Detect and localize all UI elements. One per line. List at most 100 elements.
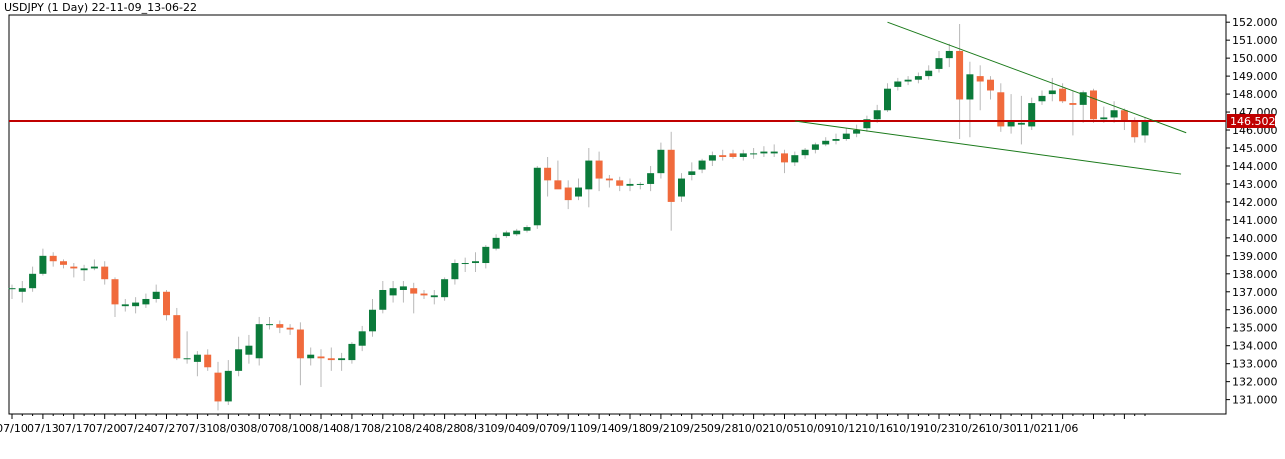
- candle-body-34: [358, 331, 366, 346]
- candle-body-102: [1059, 88, 1067, 102]
- candle-body-57: [595, 160, 603, 179]
- chart-title: USDJPY (1 Day) 22-11-09_13-06-22: [4, 1, 198, 14]
- y-tick-label-0: 131.000: [1232, 394, 1278, 407]
- candle-body-25: [266, 324, 273, 326]
- candle-body-17: [183, 358, 191, 360]
- candle-body-72: [750, 153, 758, 155]
- candle-body-15: [163, 291, 170, 316]
- x-tick-label-2: 07/17: [58, 422, 90, 435]
- candle-body-16: [173, 315, 181, 359]
- candle-body-92: [956, 50, 964, 100]
- trendline-1: [887, 21, 1187, 134]
- candle-body-69: [719, 155, 727, 157]
- x-tick-label-21: 09/21: [645, 422, 677, 435]
- candle-body-75: [781, 153, 788, 163]
- candle-body-51: [533, 167, 541, 226]
- candle-body-77: [801, 149, 809, 156]
- y-tick-label-17: 148.000: [1232, 88, 1278, 101]
- candle-body-53: [554, 180, 562, 190]
- x-tick-label-23: 09/28: [707, 422, 739, 435]
- candle-body-24: [255, 324, 263, 359]
- y-tick-label-20: 151.000: [1232, 34, 1278, 47]
- candle-body-40: [420, 293, 428, 296]
- candle-body-33: [348, 343, 356, 361]
- candle-body-9: [101, 266, 109, 280]
- candle-body-50: [523, 227, 531, 231]
- x-tick-label-0: 07/10: [0, 422, 28, 435]
- y-tick-label-21: 152.000: [1232, 16, 1278, 29]
- x-tick-label-28: 10/16: [861, 422, 893, 435]
- candle-body-60: [626, 183, 634, 186]
- x-tick-label-31: 10/26: [954, 422, 986, 435]
- x-tick-label-3: 07/20: [89, 422, 121, 435]
- x-tick-label-12: 08/21: [367, 422, 399, 435]
- level-label: 146.502: [1230, 115, 1276, 128]
- y-tick-label-13: 144.000: [1232, 160, 1278, 173]
- candle-body-54: [564, 187, 572, 201]
- candle-body-3: [39, 255, 47, 274]
- candle-body-22: [235, 349, 243, 371]
- candle-body-81: [842, 133, 850, 140]
- x-tick-label-11: 08/17: [336, 422, 368, 435]
- candle-body-55: [575, 187, 582, 197]
- y-tick-label-6: 137.000: [1232, 286, 1278, 299]
- level-label-box: [1227, 114, 1275, 129]
- candle-body-27: [286, 327, 294, 330]
- trendline-0: [794, 120, 1182, 175]
- x-tick-label-15: 08/31: [460, 422, 492, 435]
- candle-body-88: [914, 76, 922, 80]
- candle-body-105: [1090, 90, 1097, 120]
- candle-body-78: [811, 144, 819, 150]
- candle-body-68: [708, 155, 716, 161]
- x-tick-label-14: 08/28: [429, 422, 461, 435]
- candle-body-23: [245, 345, 253, 355]
- x-tick-label-7: 08/03: [212, 422, 244, 435]
- candle-body-104: [1079, 92, 1087, 105]
- candle-body-29: [307, 354, 315, 359]
- candle-body-19: [204, 354, 212, 368]
- x-tick-label-24: 10/02: [738, 422, 770, 435]
- candle-body-110: [1141, 121, 1149, 136]
- candle-body-107: [1110, 110, 1118, 118]
- candle-body-26: [276, 324, 284, 328]
- x-tick-label-30: 10/23: [923, 422, 955, 435]
- candle-body-82: [853, 130, 861, 134]
- candle-body-35: [369, 309, 376, 332]
- candle-body-36: [379, 289, 387, 310]
- y-tick-label-9: 140.000: [1232, 232, 1278, 245]
- y-tick-label-10: 141.000: [1232, 214, 1278, 227]
- candle-body-30: [317, 356, 325, 359]
- candle-body-66: [688, 171, 696, 175]
- x-tick-label-1: 07/13: [27, 422, 59, 435]
- candle-body-47: [492, 237, 500, 249]
- y-tick-label-12: 143.000: [1232, 178, 1278, 191]
- candle-body-58: [605, 178, 613, 181]
- x-tick-label-6: 07/31: [182, 422, 214, 435]
- candle-body-20: [214, 372, 222, 402]
- candle-body-63: [657, 149, 665, 174]
- y-tick-label-18: 149.000: [1232, 70, 1278, 83]
- candle-body-95: [987, 79, 994, 91]
- candle-body-49: [513, 230, 521, 235]
- candle-body-89: [925, 70, 933, 77]
- candle-body-4: [49, 255, 57, 262]
- candle-body-45: [472, 261, 479, 264]
- candle-body-32: [338, 358, 346, 361]
- candle-body-87: [904, 79, 912, 82]
- candle-body-7: [80, 268, 88, 271]
- candle-body-76: [791, 155, 799, 163]
- x-tick-label-9: 08/10: [274, 422, 306, 435]
- x-tick-label-25: 10/05: [769, 422, 801, 435]
- candle-body-56: [585, 160, 593, 190]
- candle-body-61: [636, 183, 644, 185]
- candle-body-8: [90, 266, 98, 269]
- candle-body-1: [18, 288, 26, 292]
- candle-body-64: [667, 149, 675, 202]
- candle-body-97: [1007, 121, 1015, 127]
- x-tick-label-32: 10/30: [985, 422, 1017, 435]
- x-tick-label-34: 11/06: [1047, 422, 1079, 435]
- x-tick-label-13: 08/24: [398, 422, 430, 435]
- candle-body-96: [997, 92, 1005, 127]
- candle-body-84: [873, 110, 881, 120]
